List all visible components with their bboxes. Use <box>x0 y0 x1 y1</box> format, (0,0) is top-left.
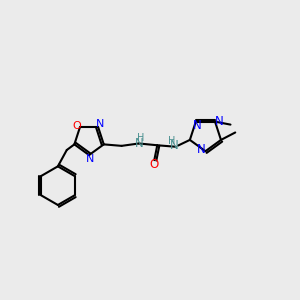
Text: N: N <box>197 143 206 156</box>
Text: H: H <box>137 133 145 143</box>
Text: N: N <box>134 137 143 150</box>
Text: N: N <box>193 119 202 132</box>
Text: N: N <box>86 154 95 164</box>
Text: N: N <box>95 118 104 128</box>
Text: N: N <box>170 139 179 152</box>
Text: O: O <box>149 158 158 171</box>
Text: H: H <box>168 136 175 146</box>
Text: N: N <box>215 115 224 128</box>
Text: O: O <box>72 121 81 131</box>
